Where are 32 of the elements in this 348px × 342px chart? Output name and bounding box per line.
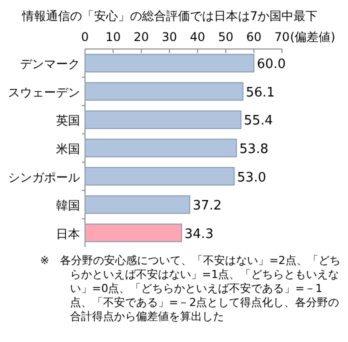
x-axis-title: (偏差値): [290, 30, 336, 44]
data-label: 53.0: [237, 170, 266, 186]
x-tick-label: 40: [190, 30, 206, 44]
y-tick-label: スウェーデン: [8, 85, 80, 100]
data-label: 55.4: [244, 114, 273, 129]
data-label: 60.0: [256, 57, 286, 72]
y-tick-label: 米国: [56, 142, 80, 156]
data-label: 34.3: [184, 226, 214, 242]
x-tick-label: 0: [81, 30, 89, 44]
bar: [84, 138, 237, 158]
y-tick-label: 日本: [56, 226, 80, 241]
bar: [84, 167, 235, 186]
bar: [84, 224, 182, 242]
x-tick-label: 10: [106, 30, 121, 44]
x-tick-label: 30: [162, 30, 178, 44]
bar: [84, 195, 190, 214]
bar: [84, 110, 242, 129]
y-tick-label: シンガポール: [8, 170, 80, 184]
data-label: 53.8: [239, 142, 268, 157]
x-tick-label: 70: [274, 30, 290, 44]
bar: [84, 54, 254, 72]
x-tick-label: 50: [218, 30, 234, 44]
y-tick-label: 韓国: [56, 198, 80, 213]
chart-title: 情報通信の「安心」の総合評価では日本は7か国中最下: [21, 9, 318, 23]
x-tick-label: 20: [134, 30, 149, 44]
data-label: 37.2: [192, 198, 222, 214]
data-label: 56.1: [246, 85, 275, 100]
y-tick-label: デンマーク: [20, 57, 80, 72]
bar: [84, 82, 244, 101]
y-tick-label: 英国: [56, 114, 80, 128]
text: ※ 各分野の安心感について、「不安はない」=2点、「どちらかといえば不安はない」=1点、「どちらともいえない」=0点、「どちらかといえば不安である」=－1点、「不安である」=－2点として得点化し、各分野の合計得点から偏差値を算出した: [40, 254, 342, 324]
x-tick-label: 60: [246, 30, 262, 44]
